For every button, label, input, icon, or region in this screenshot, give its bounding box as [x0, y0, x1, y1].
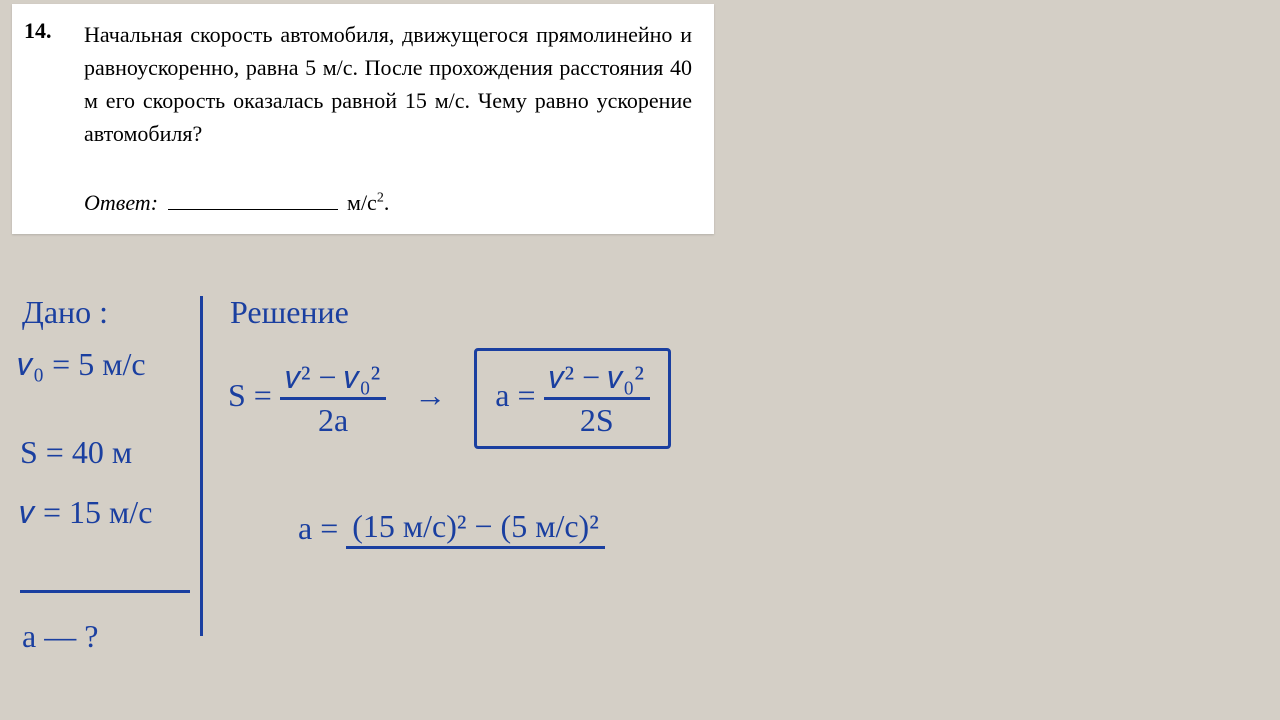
answer-unit-prefix: м/с: [347, 190, 377, 215]
eq1-boxed-den: 2S: [574, 404, 620, 436]
eq1-fraction: 𝑣² − 𝑣₀² 2a: [280, 361, 386, 436]
eq1-boxed-fraction: 𝑣² − 𝑣₀² 2S: [544, 361, 650, 436]
eq1-boxed-fracbar: [544, 397, 650, 400]
given-s: S = 40 м: [20, 436, 132, 468]
problem-box: 14. Начальная скорость автомобиля, движу…: [12, 4, 714, 234]
eq1-boxed-left: a =: [495, 377, 535, 413]
arrow-icon: →: [414, 379, 446, 411]
eq2-fraction: (15 м/с)² − (5 м/с)²: [346, 510, 605, 553]
given-header: Дано :: [22, 296, 108, 328]
given-separator: [20, 590, 190, 593]
problem-row: 14. Начальная скорость автомобиля, движу…: [24, 18, 692, 150]
given-v0: 𝑣₀ = 5 м/с: [18, 348, 146, 380]
answer-unit: м/с2.: [347, 190, 389, 215]
answer-label: Ответ:: [84, 190, 158, 215]
eq1-box: a = 𝑣² − 𝑣₀² 2S: [474, 348, 671, 449]
find-line: a — ?: [22, 620, 98, 652]
problem-text: Начальная скорость автомобиля, движущего…: [84, 18, 692, 150]
eq2: a = (15 м/с)² − (5 м/с)²: [298, 510, 605, 553]
answer-row: Ответ: м/с2.: [84, 190, 692, 216]
answer-unit-suffix: .: [384, 190, 390, 215]
eq1-left: S =: [228, 377, 272, 413]
eq2-fracbar: [346, 546, 605, 549]
eq1: S = 𝑣² − 𝑣₀² 2a → a = 𝑣² − 𝑣₀² 2S: [228, 348, 671, 449]
solution-header: Решение: [230, 296, 349, 328]
eq2-left: a =: [298, 510, 338, 546]
given-v: 𝑣 = 15 м/c: [20, 496, 152, 528]
eq2-num: (15 м/с)² − (5 м/с)²: [346, 510, 605, 542]
given-solution-divider: [200, 296, 203, 636]
answer-blank: [168, 209, 338, 210]
answer-unit-super: 2: [377, 191, 384, 206]
eq1-num: 𝑣² − 𝑣₀²: [280, 361, 386, 393]
eq1-fracbar: [280, 397, 386, 400]
problem-number: 14.: [24, 18, 84, 150]
eq1-den: 2a: [312, 404, 354, 436]
eq1-boxed-num: 𝑣² − 𝑣₀²: [544, 361, 650, 393]
